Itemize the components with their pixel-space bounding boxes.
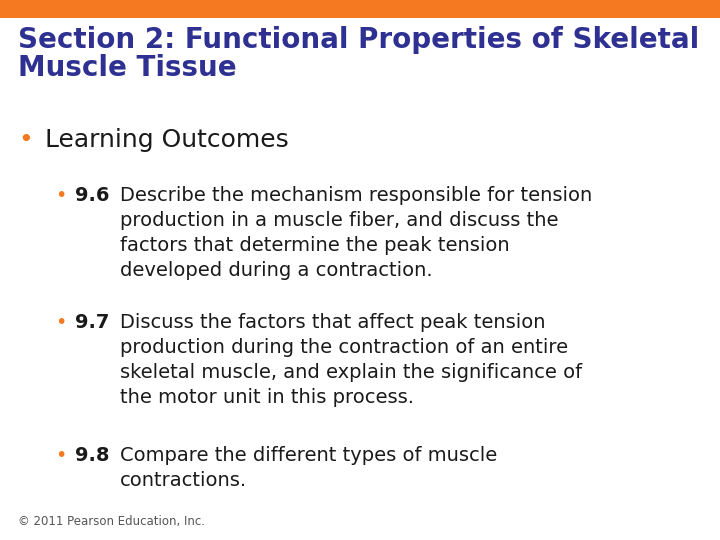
Text: •: • [55, 313, 66, 332]
Text: •: • [55, 186, 66, 205]
Text: © 2011 Pearson Education, Inc.: © 2011 Pearson Education, Inc. [18, 515, 205, 528]
Text: Section 2: Functional Properties of Skeletal: Section 2: Functional Properties of Skel… [18, 26, 699, 54]
Text: 9.7: 9.7 [75, 313, 109, 332]
Text: Learning Outcomes: Learning Outcomes [45, 128, 289, 152]
Text: 9.6: 9.6 [75, 186, 109, 205]
Text: 9.8: 9.8 [75, 446, 109, 465]
Text: Muscle Tissue: Muscle Tissue [18, 54, 237, 82]
Text: Discuss the factors that affect peak tension
production during the contraction o: Discuss the factors that affect peak ten… [120, 313, 582, 407]
Text: Describe the mechanism responsible for tension
production in a muscle fiber, and: Describe the mechanism responsible for t… [120, 186, 593, 280]
Bar [0, 0, 720, 18]
Text: •: • [55, 446, 66, 465]
Text: •: • [18, 128, 32, 152]
Text: Compare the different types of muscle
contractions.: Compare the different types of muscle co… [120, 446, 498, 490]
